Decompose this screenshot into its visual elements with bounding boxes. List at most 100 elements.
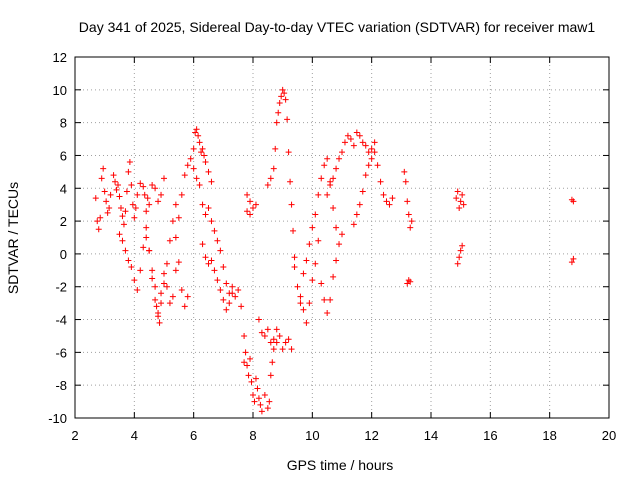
data-point	[456, 204, 463, 211]
y-tick-label: -4	[55, 313, 67, 328]
y-tick-label: -8	[55, 378, 67, 393]
data-point	[276, 332, 283, 339]
x-tick-label: 12	[364, 428, 378, 443]
data-points	[92, 86, 577, 415]
data-point	[205, 204, 212, 211]
data-point	[199, 145, 206, 152]
data-point	[261, 392, 268, 399]
y-tick-label: 4	[60, 181, 67, 196]
axis-ticks: 2 4 6 8 10 12 14 16 18 20 -10 -8 -6 -4 -2 0 2 4 6 8 10 12	[48, 50, 616, 443]
y-tick-label: -2	[55, 280, 67, 295]
data-point	[134, 191, 141, 198]
data-point	[344, 132, 351, 139]
x-tick-label: 20	[602, 428, 616, 443]
data-point	[241, 332, 248, 339]
data-point	[214, 277, 221, 284]
data-point	[146, 247, 153, 254]
data-point	[106, 204, 113, 211]
data-point	[195, 132, 202, 139]
data-point	[158, 300, 165, 307]
data-point	[353, 211, 360, 218]
data-point	[205, 168, 212, 175]
data-point	[312, 260, 319, 267]
data-point	[371, 149, 378, 156]
data-point	[255, 395, 262, 402]
data-point	[264, 326, 271, 333]
x-tick-label: 10	[305, 428, 319, 443]
data-point	[339, 231, 345, 238]
data-point	[405, 211, 412, 218]
data-point	[101, 188, 108, 195]
data-point	[125, 168, 132, 175]
data-point	[132, 204, 139, 211]
chart-title: Day 341 of 2025, Sidereal Day-to-day VTE…	[79, 19, 596, 35]
data-point	[211, 227, 218, 234]
data-point	[137, 267, 144, 274]
data-point	[264, 405, 271, 412]
data-point	[163, 283, 170, 290]
data-point	[303, 257, 310, 264]
data-point	[113, 186, 120, 193]
data-point	[143, 234, 150, 241]
data-point	[187, 155, 194, 162]
grid	[75, 57, 609, 418]
data-point	[315, 237, 322, 244]
data-point	[247, 355, 254, 362]
data-point	[309, 277, 316, 284]
data-point	[327, 296, 334, 303]
data-point	[273, 339, 280, 346]
data-point	[285, 149, 292, 156]
data-point	[333, 165, 340, 172]
data-point	[193, 126, 200, 133]
data-point	[119, 237, 126, 244]
data-point	[290, 227, 297, 234]
data-point	[104, 209, 111, 216]
data-point	[152, 296, 159, 303]
data-point	[272, 145, 279, 152]
data-point	[267, 372, 274, 379]
data-point	[324, 309, 331, 316]
data-point	[291, 254, 298, 261]
data-point	[193, 175, 200, 182]
data-point	[309, 224, 316, 231]
data-point	[251, 398, 258, 405]
data-point	[282, 96, 289, 103]
data-point	[244, 208, 251, 215]
x-tick-label: 8	[249, 428, 256, 443]
data-point	[248, 378, 255, 385]
data-point	[232, 293, 239, 300]
data-point	[264, 181, 271, 188]
data-point	[217, 247, 224, 254]
y-tick-label: 2	[60, 214, 67, 229]
data-point	[324, 191, 331, 198]
data-point	[341, 139, 348, 146]
data-point	[128, 264, 135, 271]
data-point	[208, 218, 215, 225]
data-point	[300, 306, 307, 313]
data-point	[175, 214, 182, 221]
data-point	[330, 273, 337, 280]
data-point	[380, 191, 387, 198]
data-point	[402, 178, 409, 185]
data-point	[122, 247, 129, 254]
data-point	[98, 175, 105, 182]
data-point	[315, 191, 322, 198]
data-point	[362, 172, 369, 179]
data-point	[196, 139, 203, 146]
data-point	[107, 191, 114, 198]
data-point	[155, 313, 162, 320]
data-point	[241, 359, 248, 366]
data-point	[456, 254, 463, 261]
y-tick-label: 0	[60, 247, 67, 262]
data-point	[120, 221, 127, 228]
data-point	[128, 181, 135, 188]
data-point	[333, 257, 340, 264]
data-point	[196, 181, 203, 188]
data-point	[202, 254, 209, 261]
data-point	[181, 172, 188, 179]
data-point	[178, 191, 185, 198]
plot-border	[74, 56, 610, 419]
data-point	[115, 181, 122, 188]
data-point	[306, 241, 313, 248]
data-point	[279, 346, 286, 353]
